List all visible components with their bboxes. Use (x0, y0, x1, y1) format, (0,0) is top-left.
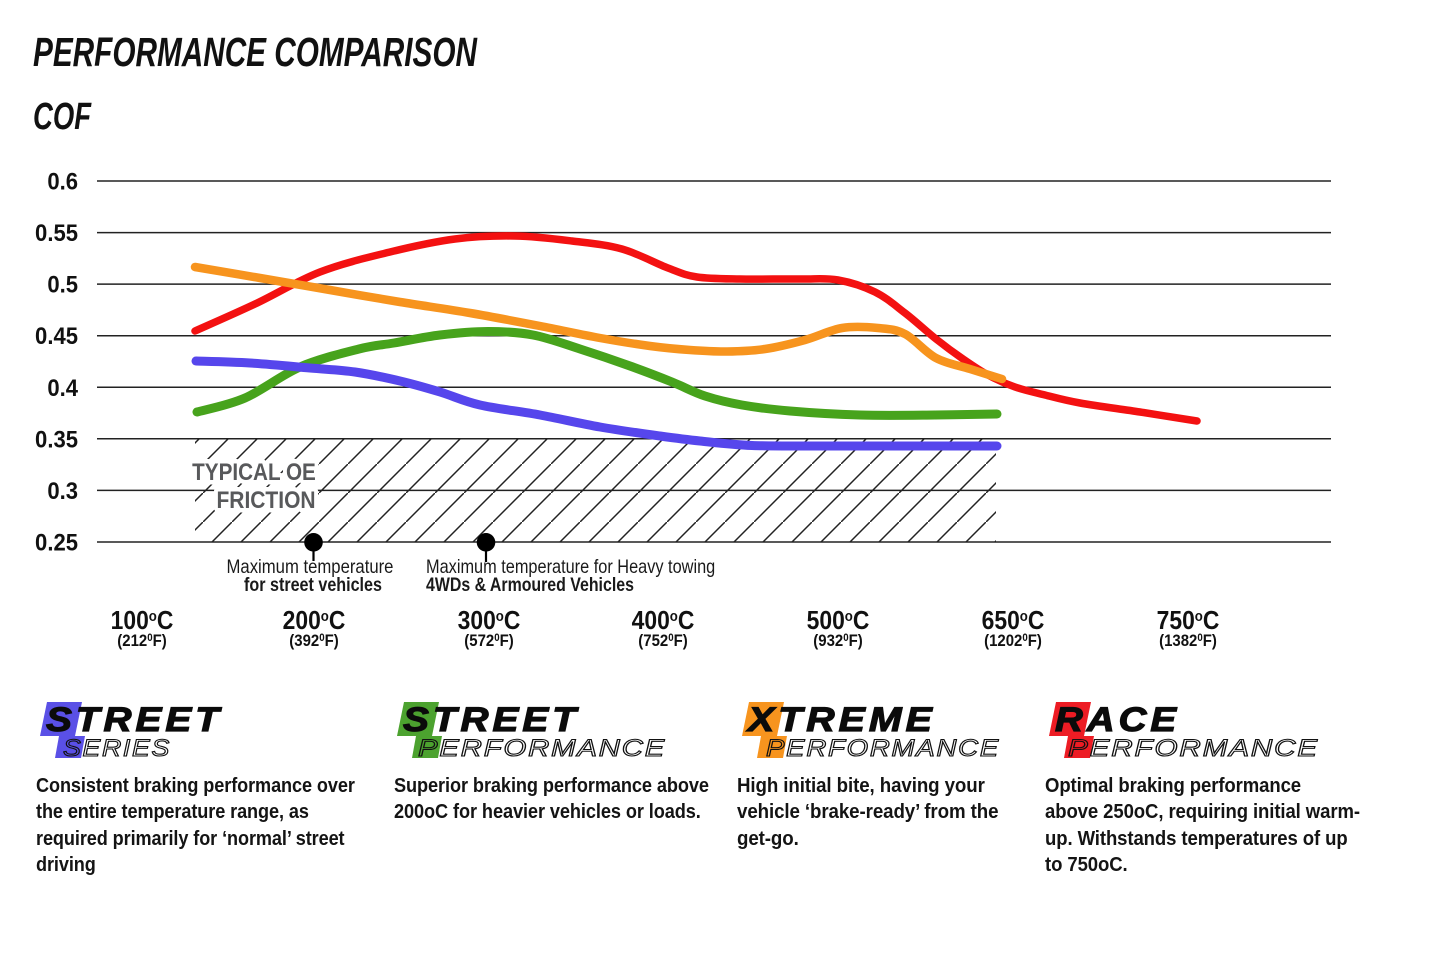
svg-text:4WDs & Armoured Vehicles: 4WDs & Armoured Vehicles (426, 573, 634, 595)
svg-text:0.6: 0.6 (47, 168, 78, 195)
svg-text:(7520F): (7520F) (638, 632, 687, 650)
svg-text:XTREME: XTREME (746, 700, 936, 738)
svg-text:FRICTION: FRICTION (216, 487, 315, 514)
svg-text:0.55: 0.55 (35, 219, 78, 246)
svg-text:0.25: 0.25 (35, 529, 78, 556)
svg-text:650oC: 650oC (982, 607, 1045, 636)
svg-text:PERFORMANCE: PERFORMANCE (766, 736, 1000, 762)
svg-text:400oC: 400oC (632, 607, 695, 636)
svg-text:0.3: 0.3 (47, 477, 78, 504)
svg-text:300oC: 300oC (458, 607, 521, 636)
svg-text:750oC: 750oC (1157, 607, 1220, 636)
svg-text:0.35: 0.35 (35, 425, 78, 452)
svg-text:STREET: STREET (403, 700, 580, 738)
svg-text:for street vehicles: for street vehicles (244, 574, 382, 596)
svg-text:(13820F): (13820F) (1159, 632, 1217, 650)
svg-text:500oC: 500oC (807, 607, 870, 636)
svg-text:SERIES: SERIES (63, 735, 171, 761)
svg-text:(9320F): (9320F) (813, 632, 862, 650)
svg-text:PERFORMANCE: PERFORMANCE (1068, 735, 1319, 762)
svg-text:Maximum temperature for Heavy: Maximum temperature for Heavy towing (426, 556, 715, 577)
svg-text:0.4: 0.4 (47, 374, 78, 401)
svg-text:(3920F): (3920F) (289, 632, 338, 650)
svg-text:STREET: STREET (46, 700, 223, 738)
svg-text:Maximum temperature: Maximum temperature (227, 556, 394, 577)
svg-text:(5720F): (5720F) (464, 632, 513, 650)
svg-text:TYPICAL OE: TYPICAL OE (192, 459, 316, 486)
svg-text:(2120F): (2120F) (117, 632, 166, 650)
svg-text:RACE: RACE (1055, 700, 1180, 738)
svg-text:(12020F): (12020F) (984, 632, 1042, 650)
svg-text:0.5: 0.5 (47, 271, 78, 298)
svg-text:0.45: 0.45 (35, 322, 78, 349)
svg-text:PERFORMANCE: PERFORMANCE (418, 735, 666, 762)
svg-text:100oC: 100oC (111, 607, 174, 636)
svg-text:200oC: 200oC (283, 607, 346, 636)
